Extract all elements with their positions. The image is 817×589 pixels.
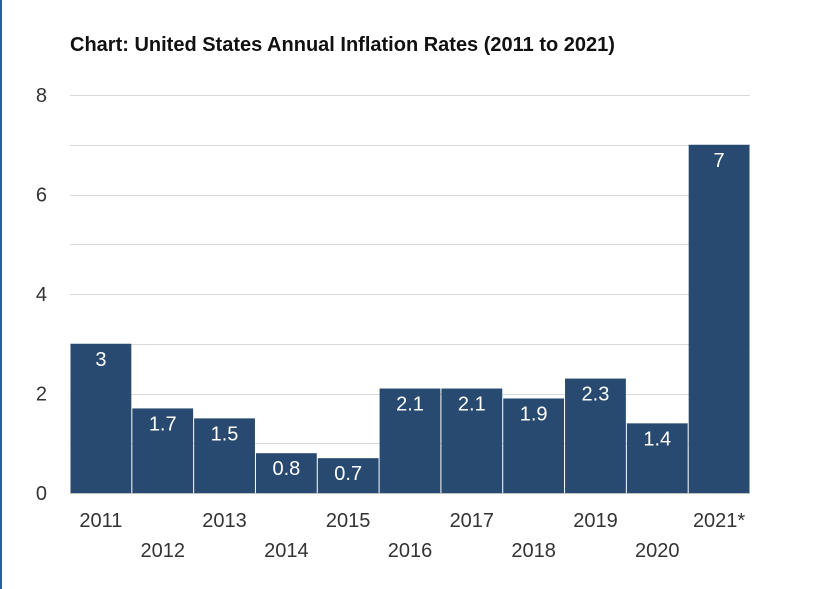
bar-2021 (688, 144, 750, 493)
bar-2013 (194, 418, 255, 493)
bar-2011 (70, 343, 132, 493)
x-tick-label: 2011 (79, 510, 122, 532)
x-tick-label: 2019 (573, 510, 618, 532)
chart-title: Chart: United States Annual Inflation Ra… (70, 34, 615, 56)
value-label: 1.5 (211, 423, 239, 445)
y-tick-label: 4 (36, 284, 47, 306)
value-label: 3 (95, 349, 106, 371)
y-axis-ticks: 0 2 4 6 8 (36, 85, 47, 505)
bar-2015 (317, 458, 379, 493)
value-label: 1.9 (520, 403, 548, 425)
bar-2012 (132, 408, 194, 493)
x-tick-label: 2020 (635, 540, 680, 562)
value-label: 1.4 (643, 428, 671, 450)
x-axis-ticks: 2011 2012 2013 2014 2015 2016 2017 2018 2019 2020… (79, 510, 745, 562)
bar-2014 (255, 453, 317, 493)
left-border-rule (0, 0, 2, 589)
x-tick-label: 2015 (326, 510, 371, 532)
x-tick-label: 2013 (202, 510, 247, 532)
value-labels: 3 1.7 1.5 0.8 0.7 2.1 2.1 1.9 2.3 1.4 7 (95, 150, 724, 485)
x-tick-label: 2018 (511, 540, 556, 562)
x-tick-label: 2012 (140, 540, 185, 562)
value-label: 7 (714, 150, 725, 172)
bar-2016 (379, 388, 441, 493)
value-label: 0.8 (272, 458, 300, 480)
bars (70, 144, 750, 493)
x-tick-label: 2014 (264, 540, 309, 562)
x-tick-label: 2016 (388, 540, 433, 562)
value-label: 1.7 (149, 413, 177, 435)
y-tick-label: 2 (36, 384, 47, 406)
value-label: 2.1 (396, 394, 424, 416)
value-label: 2.1 (458, 394, 486, 416)
y-tick-label: 6 (36, 185, 47, 207)
x-tick-label: 2021* (693, 510, 745, 532)
bar-2019 (565, 378, 626, 493)
bar-2020 (626, 423, 688, 493)
bar-2018 (503, 398, 565, 493)
value-label: 0.7 (334, 463, 362, 485)
value-label: 2.3 (582, 384, 610, 406)
y-tick-label: 8 (36, 85, 47, 107)
x-tick-label: 2017 (450, 510, 495, 532)
bar-2017 (441, 388, 503, 493)
y-tick-label: 0 (36, 483, 47, 505)
